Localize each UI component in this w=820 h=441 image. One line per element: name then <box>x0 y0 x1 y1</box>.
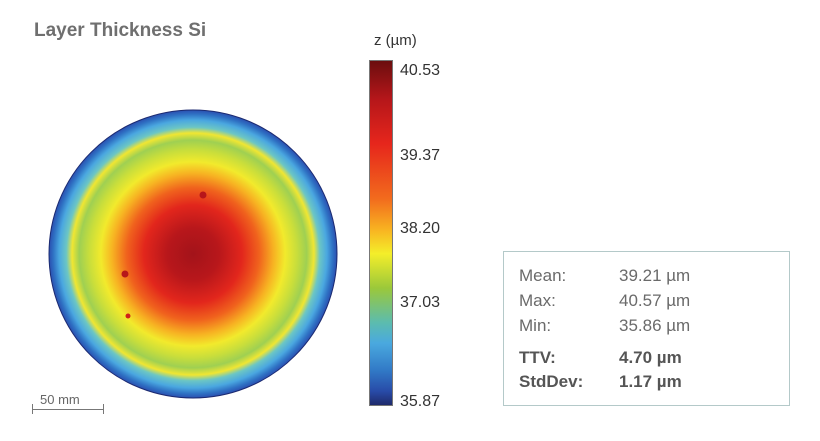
wafer-map-hotspot <box>121 270 129 278</box>
stat-min-value: 35.86 µm <box>619 316 691 335</box>
wafer-map-hotspot <box>199 191 207 199</box>
wafer-thickness-map <box>48 109 338 399</box>
stat-stddev-label: StdDev: <box>519 372 584 391</box>
colorbar-tick-label: 38.20 <box>400 220 441 237</box>
scale-bar <box>32 404 104 414</box>
colorbar-tick-label: 39.37 <box>400 147 441 164</box>
colorbar-unit-label: z (µm) <box>374 32 417 49</box>
stat-max-value: 40.57 µm <box>619 291 691 310</box>
stat-ttv-label: TTV: <box>519 348 556 367</box>
stat-max-label: Max: <box>519 291 556 310</box>
stat-stddev-value: 1.17 µm <box>619 372 682 391</box>
colorbar-tick-label: 40.53 <box>400 62 441 79</box>
colorbar-tick-label: 35.87 <box>400 393 441 410</box>
stat-mean-value: 39.21 µm <box>619 266 691 285</box>
scale-bar-label: 50 mm <box>40 392 80 407</box>
statistics-panel: Mean: 39.21 µm Max: 40.57 µm Min: 35.86 … <box>503 251 790 406</box>
chart-title: Layer Thickness Si <box>34 20 207 41</box>
colorbar-tick-label: 37.03 <box>400 294 441 311</box>
stat-mean-label: Mean: <box>519 266 567 285</box>
stat-min-label: Min: <box>519 316 552 335</box>
colorbar <box>369 60 393 406</box>
wafer-map-disc <box>48 109 338 399</box>
stat-ttv-value: 4.70 µm <box>619 348 682 367</box>
wafer-map-hotspot <box>125 313 131 319</box>
